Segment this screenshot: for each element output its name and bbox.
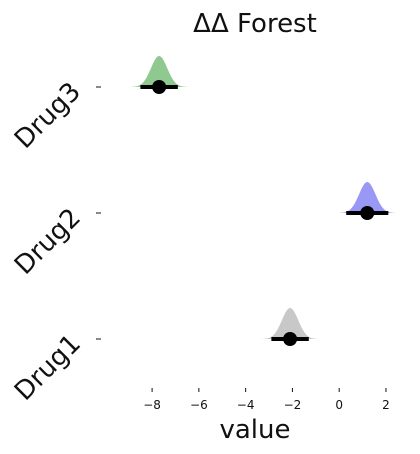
x-tick-label: −4	[237, 398, 255, 412]
x-tick-label: 0	[335, 398, 343, 412]
x-axis-ticks: −8 −6 −4 −2 0 2	[143, 388, 390, 412]
x-tick-label: −6	[190, 398, 208, 412]
mean-point-drug2	[360, 206, 374, 220]
category-label: Drug2	[9, 203, 87, 281]
x-tick-label: 2	[382, 398, 390, 412]
category-label: Drug1	[9, 329, 87, 407]
x-tick-label: −8	[143, 398, 161, 412]
x-tick-label: −2	[284, 398, 302, 412]
mean-point-drug3	[152, 80, 166, 94]
mean-point-drug1	[283, 332, 297, 346]
y-axis-categories: Drug3 Drug2 Drug1	[9, 77, 101, 407]
plot-area	[126, 56, 402, 346]
x-axis-label: value	[219, 415, 290, 445]
category-label: Drug3	[9, 77, 87, 155]
chart-title: ΔΔ Forest	[193, 9, 317, 39]
